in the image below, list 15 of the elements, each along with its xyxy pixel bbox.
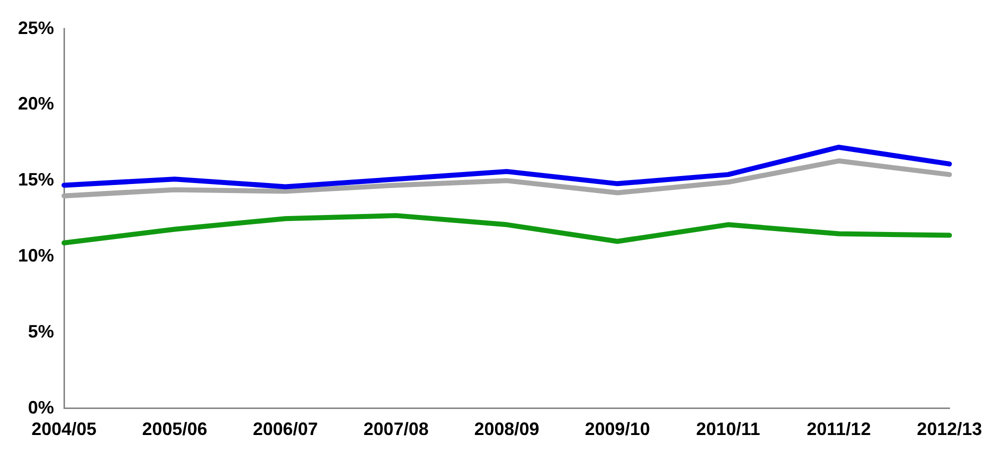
y-tick-label: 20%	[18, 94, 54, 114]
x-tick-label: 2006/07	[252, 419, 318, 440]
x-tick-label: 2005/06	[142, 419, 208, 440]
y-tick-label: 0%	[28, 397, 54, 418]
x-tick-label: 2012/13	[916, 419, 982, 440]
y-tick-label: 10%	[18, 246, 54, 266]
y-tick-label: 15%	[18, 170, 54, 190]
x-tick-label: 2004/05	[31, 419, 97, 440]
y-tick-label: 5%	[28, 321, 54, 342]
x-tick-label: 2010/11	[696, 419, 760, 440]
y-tick-label: 25%	[18, 18, 54, 38]
x-tick-label: 2011/12	[806, 419, 871, 440]
x-tick-label: 2009/10	[584, 419, 650, 440]
x-tick-label: 2007/08	[364, 419, 429, 440]
x-tick-label: 2008/09	[474, 419, 540, 440]
